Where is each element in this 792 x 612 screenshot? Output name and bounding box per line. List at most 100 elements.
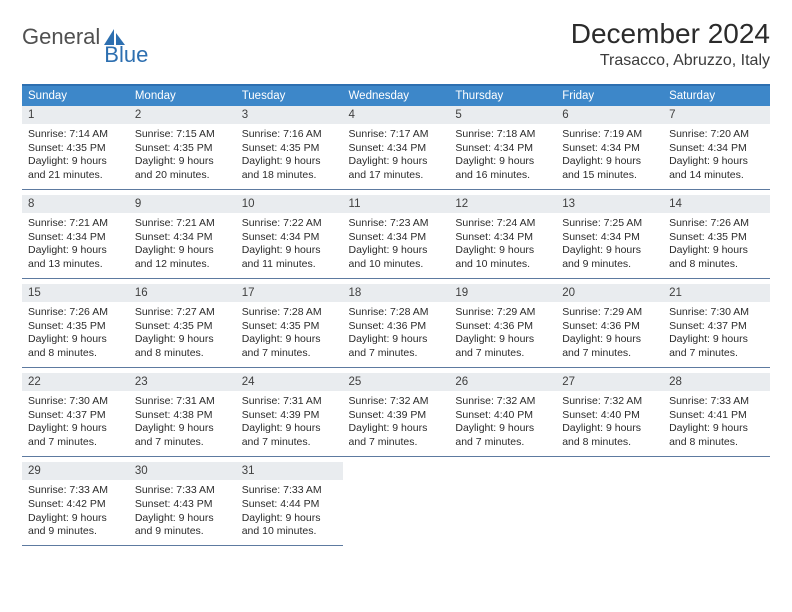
- logo-text-blue: Blue: [104, 42, 148, 68]
- day-cell: 21Sunrise: 7:30 AMSunset: 4:37 PMDayligh…: [663, 284, 770, 367]
- day-cell: 24Sunrise: 7:31 AMSunset: 4:39 PMDayligh…: [236, 373, 343, 456]
- day-details: Sunrise: 7:33 AMSunset: 4:43 PMDaylight:…: [129, 480, 236, 545]
- day-header: Wednesday: [343, 85, 450, 106]
- day-cell: 29Sunrise: 7:33 AMSunset: 4:42 PMDayligh…: [22, 462, 129, 545]
- logo: General Blue: [22, 18, 172, 50]
- day-cell: 25Sunrise: 7:32 AMSunset: 4:39 PMDayligh…: [343, 373, 450, 456]
- day-details: Sunrise: 7:32 AMSunset: 4:39 PMDaylight:…: [343, 391, 450, 456]
- day-number: 5: [449, 106, 556, 124]
- logo-text-general: General: [22, 24, 100, 50]
- day-cell: 4Sunrise: 7:17 AMSunset: 4:34 PMDaylight…: [343, 106, 450, 189]
- day-number: 10: [236, 195, 343, 213]
- day-header: Monday: [129, 85, 236, 106]
- day-number: 2: [129, 106, 236, 124]
- day-cell: 22Sunrise: 7:30 AMSunset: 4:37 PMDayligh…: [22, 373, 129, 456]
- day-details: Sunrise: 7:18 AMSunset: 4:34 PMDaylight:…: [449, 124, 556, 189]
- day-number: 15: [22, 284, 129, 302]
- day-number: 19: [449, 284, 556, 302]
- day-details: Sunrise: 7:19 AMSunset: 4:34 PMDaylight:…: [556, 124, 663, 189]
- day-number: 12: [449, 195, 556, 213]
- day-number: 30: [129, 462, 236, 480]
- day-details: Sunrise: 7:23 AMSunset: 4:34 PMDaylight:…: [343, 213, 450, 278]
- empty-cell: [449, 462, 556, 545]
- day-cell: 19Sunrise: 7:29 AMSunset: 4:36 PMDayligh…: [449, 284, 556, 367]
- day-details: Sunrise: 7:33 AMSunset: 4:41 PMDaylight:…: [663, 391, 770, 456]
- title-block: December 2024 Trasacco, Abruzzo, Italy: [571, 18, 770, 70]
- day-cell: 6Sunrise: 7:19 AMSunset: 4:34 PMDaylight…: [556, 106, 663, 189]
- day-details: Sunrise: 7:16 AMSunset: 4:35 PMDaylight:…: [236, 124, 343, 189]
- day-cell: 3Sunrise: 7:16 AMSunset: 4:35 PMDaylight…: [236, 106, 343, 189]
- day-details: Sunrise: 7:32 AMSunset: 4:40 PMDaylight:…: [556, 391, 663, 456]
- day-cell: 2Sunrise: 7:15 AMSunset: 4:35 PMDaylight…: [129, 106, 236, 189]
- day-details: Sunrise: 7:31 AMSunset: 4:38 PMDaylight:…: [129, 391, 236, 456]
- day-details: Sunrise: 7:25 AMSunset: 4:34 PMDaylight:…: [556, 213, 663, 278]
- day-cell: 13Sunrise: 7:25 AMSunset: 4:34 PMDayligh…: [556, 195, 663, 278]
- day-number: 13: [556, 195, 663, 213]
- day-number: 23: [129, 373, 236, 391]
- day-number: 26: [449, 373, 556, 391]
- day-number: 25: [343, 373, 450, 391]
- day-header-row: SundayMondayTuesdayWednesdayThursdayFrid…: [22, 85, 770, 106]
- day-number: 4: [343, 106, 450, 124]
- day-details: Sunrise: 7:33 AMSunset: 4:44 PMDaylight:…: [236, 480, 343, 545]
- day-cell: 30Sunrise: 7:33 AMSunset: 4:43 PMDayligh…: [129, 462, 236, 545]
- day-cell: 14Sunrise: 7:26 AMSunset: 4:35 PMDayligh…: [663, 195, 770, 278]
- day-details: Sunrise: 7:14 AMSunset: 4:35 PMDaylight:…: [22, 124, 129, 189]
- day-number: 17: [236, 284, 343, 302]
- day-cell: 17Sunrise: 7:28 AMSunset: 4:35 PMDayligh…: [236, 284, 343, 367]
- day-number: 28: [663, 373, 770, 391]
- day-cell: 31Sunrise: 7:33 AMSunset: 4:44 PMDayligh…: [236, 462, 343, 545]
- header: General Blue December 2024 Trasacco, Abr…: [22, 18, 770, 70]
- day-header: Saturday: [663, 85, 770, 106]
- day-cell: 15Sunrise: 7:26 AMSunset: 4:35 PMDayligh…: [22, 284, 129, 367]
- day-details: Sunrise: 7:29 AMSunset: 4:36 PMDaylight:…: [449, 302, 556, 367]
- day-number: 8: [22, 195, 129, 213]
- day-number: 3: [236, 106, 343, 124]
- day-details: Sunrise: 7:33 AMSunset: 4:42 PMDaylight:…: [22, 480, 129, 545]
- day-cell: 1Sunrise: 7:14 AMSunset: 4:35 PMDaylight…: [22, 106, 129, 189]
- day-details: Sunrise: 7:32 AMSunset: 4:40 PMDaylight:…: [449, 391, 556, 456]
- day-details: Sunrise: 7:30 AMSunset: 4:37 PMDaylight:…: [663, 302, 770, 367]
- week-row: 1Sunrise: 7:14 AMSunset: 4:35 PMDaylight…: [22, 106, 770, 189]
- day-number: 14: [663, 195, 770, 213]
- day-cell: 9Sunrise: 7:21 AMSunset: 4:34 PMDaylight…: [129, 195, 236, 278]
- day-header: Tuesday: [236, 85, 343, 106]
- day-cell: 5Sunrise: 7:18 AMSunset: 4:34 PMDaylight…: [449, 106, 556, 189]
- day-cell: 10Sunrise: 7:22 AMSunset: 4:34 PMDayligh…: [236, 195, 343, 278]
- day-details: Sunrise: 7:17 AMSunset: 4:34 PMDaylight:…: [343, 124, 450, 189]
- day-details: Sunrise: 7:28 AMSunset: 4:35 PMDaylight:…: [236, 302, 343, 367]
- day-details: Sunrise: 7:26 AMSunset: 4:35 PMDaylight:…: [22, 302, 129, 367]
- day-details: Sunrise: 7:27 AMSunset: 4:35 PMDaylight:…: [129, 302, 236, 367]
- day-number: 16: [129, 284, 236, 302]
- day-number: 29: [22, 462, 129, 480]
- day-number: 9: [129, 195, 236, 213]
- day-details: Sunrise: 7:28 AMSunset: 4:36 PMDaylight:…: [343, 302, 450, 367]
- day-details: Sunrise: 7:21 AMSunset: 4:34 PMDaylight:…: [22, 213, 129, 278]
- day-number: 21: [663, 284, 770, 302]
- day-cell: 27Sunrise: 7:32 AMSunset: 4:40 PMDayligh…: [556, 373, 663, 456]
- week-row: 29Sunrise: 7:33 AMSunset: 4:42 PMDayligh…: [22, 462, 770, 545]
- day-cell: 8Sunrise: 7:21 AMSunset: 4:34 PMDaylight…: [22, 195, 129, 278]
- week-row: 8Sunrise: 7:21 AMSunset: 4:34 PMDaylight…: [22, 195, 770, 278]
- day-details: Sunrise: 7:21 AMSunset: 4:34 PMDaylight:…: [129, 213, 236, 278]
- day-details: Sunrise: 7:26 AMSunset: 4:35 PMDaylight:…: [663, 213, 770, 278]
- day-number: 31: [236, 462, 343, 480]
- day-cell: 18Sunrise: 7:28 AMSunset: 4:36 PMDayligh…: [343, 284, 450, 367]
- day-details: Sunrise: 7:15 AMSunset: 4:35 PMDaylight:…: [129, 124, 236, 189]
- day-cell: 20Sunrise: 7:29 AMSunset: 4:36 PMDayligh…: [556, 284, 663, 367]
- day-cell: 11Sunrise: 7:23 AMSunset: 4:34 PMDayligh…: [343, 195, 450, 278]
- day-number: 1: [22, 106, 129, 124]
- day-details: Sunrise: 7:20 AMSunset: 4:34 PMDaylight:…: [663, 124, 770, 189]
- day-header: Thursday: [449, 85, 556, 106]
- location: Trasacco, Abruzzo, Italy: [571, 52, 770, 70]
- day-cell: 7Sunrise: 7:20 AMSunset: 4:34 PMDaylight…: [663, 106, 770, 189]
- empty-cell: [663, 462, 770, 545]
- day-details: Sunrise: 7:30 AMSunset: 4:37 PMDaylight:…: [22, 391, 129, 456]
- week-row: 22Sunrise: 7:30 AMSunset: 4:37 PMDayligh…: [22, 373, 770, 456]
- day-number: 27: [556, 373, 663, 391]
- day-details: Sunrise: 7:22 AMSunset: 4:34 PMDaylight:…: [236, 213, 343, 278]
- day-number: 7: [663, 106, 770, 124]
- day-cell: 16Sunrise: 7:27 AMSunset: 4:35 PMDayligh…: [129, 284, 236, 367]
- week-row: 15Sunrise: 7:26 AMSunset: 4:35 PMDayligh…: [22, 284, 770, 367]
- day-cell: 28Sunrise: 7:33 AMSunset: 4:41 PMDayligh…: [663, 373, 770, 456]
